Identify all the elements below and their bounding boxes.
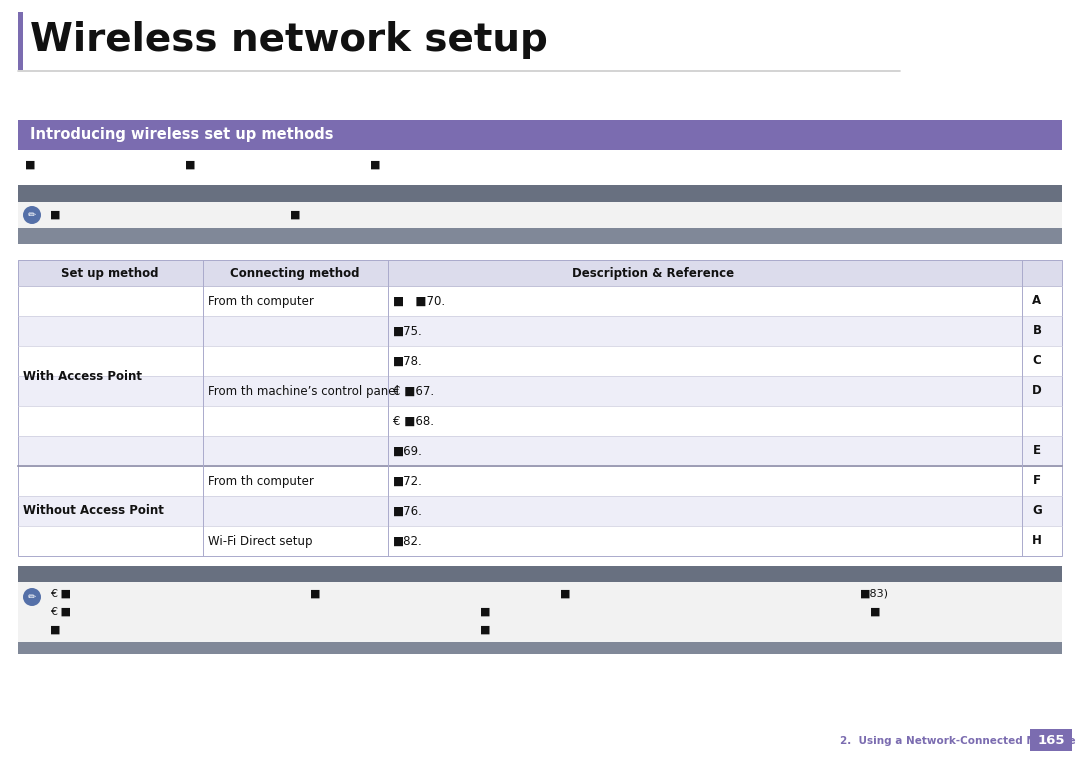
Text: H: H: [1032, 535, 1042, 548]
Bar: [18, 566, 1062, 582]
Text: ■: ■: [480, 625, 490, 635]
Text: Wireless network setup: Wireless network setup: [30, 21, 548, 59]
Text: ■75.: ■75.: [393, 324, 422, 337]
Text: ✏: ✏: [28, 592, 36, 602]
Text: E: E: [1032, 445, 1041, 458]
Text: ■: ■: [310, 589, 321, 599]
Bar: [18, 436, 1062, 466]
Circle shape: [23, 588, 41, 606]
Text: Wi-Fi Direct setup: Wi-Fi Direct setup: [208, 535, 312, 548]
Bar: [18, 376, 1062, 406]
Text: From th machine’s control panel: From th machine’s control panel: [208, 385, 399, 398]
Text: Description & Reference: Description & Reference: [572, 266, 734, 279]
Text: ■72.: ■72.: [393, 475, 423, 488]
Text: € ■68.: € ■68.: [393, 414, 434, 427]
Text: ■83): ■83): [860, 589, 889, 599]
Bar: [18, 202, 1062, 228]
Text: ■: ■: [370, 160, 380, 170]
Text: ■: ■: [480, 607, 490, 617]
Text: ■76.: ■76.: [393, 504, 423, 517]
Text: ■   ■70.: ■ ■70.: [393, 295, 445, 307]
Text: F: F: [1032, 475, 1041, 488]
Bar: [18, 642, 1062, 654]
Bar: [18, 185, 1062, 202]
Bar: [18, 260, 1062, 286]
Text: ■: ■: [50, 210, 60, 220]
Text: ■: ■: [870, 607, 880, 617]
Text: Without Access Point: Without Access Point: [23, 504, 164, 517]
Text: From th computer: From th computer: [208, 475, 314, 488]
Text: ■: ■: [185, 160, 195, 170]
Text: ■: ■: [561, 589, 570, 599]
Text: Set up method: Set up method: [62, 266, 159, 279]
Text: ■82.: ■82.: [393, 535, 422, 548]
Text: € ■: € ■: [50, 589, 71, 599]
Text: ■: ■: [291, 210, 300, 220]
Text: Introducing wireless set up methods: Introducing wireless set up methods: [30, 127, 334, 143]
Text: From th computer: From th computer: [208, 295, 314, 307]
Bar: [18, 260, 1062, 556]
Text: G: G: [1032, 504, 1042, 517]
Text: C: C: [1032, 355, 1041, 368]
Circle shape: [23, 206, 41, 224]
Text: With Access Point: With Access Point: [23, 369, 141, 382]
Text: D: D: [1032, 385, 1042, 398]
Text: € ■67.: € ■67.: [393, 385, 434, 398]
Bar: [18, 120, 1062, 150]
Text: ■: ■: [25, 160, 36, 170]
Text: A: A: [1032, 295, 1041, 307]
Bar: [18, 496, 1062, 526]
Bar: [18, 228, 1062, 244]
Text: ■: ■: [50, 625, 60, 635]
Text: 165: 165: [1037, 733, 1065, 746]
Text: Connecting method: Connecting method: [230, 266, 360, 279]
Text: ✏: ✏: [28, 210, 36, 220]
Bar: [1030, 729, 1072, 751]
Bar: [18, 12, 23, 70]
Text: € ■: € ■: [50, 607, 71, 617]
Text: 2.  Using a Network-Connected Machine: 2. Using a Network-Connected Machine: [840, 736, 1076, 746]
Bar: [18, 316, 1062, 346]
Text: ■69.: ■69.: [393, 445, 423, 458]
Text: ■78.: ■78.: [393, 355, 422, 368]
Text: B: B: [1032, 324, 1041, 337]
Bar: [18, 582, 1062, 642]
